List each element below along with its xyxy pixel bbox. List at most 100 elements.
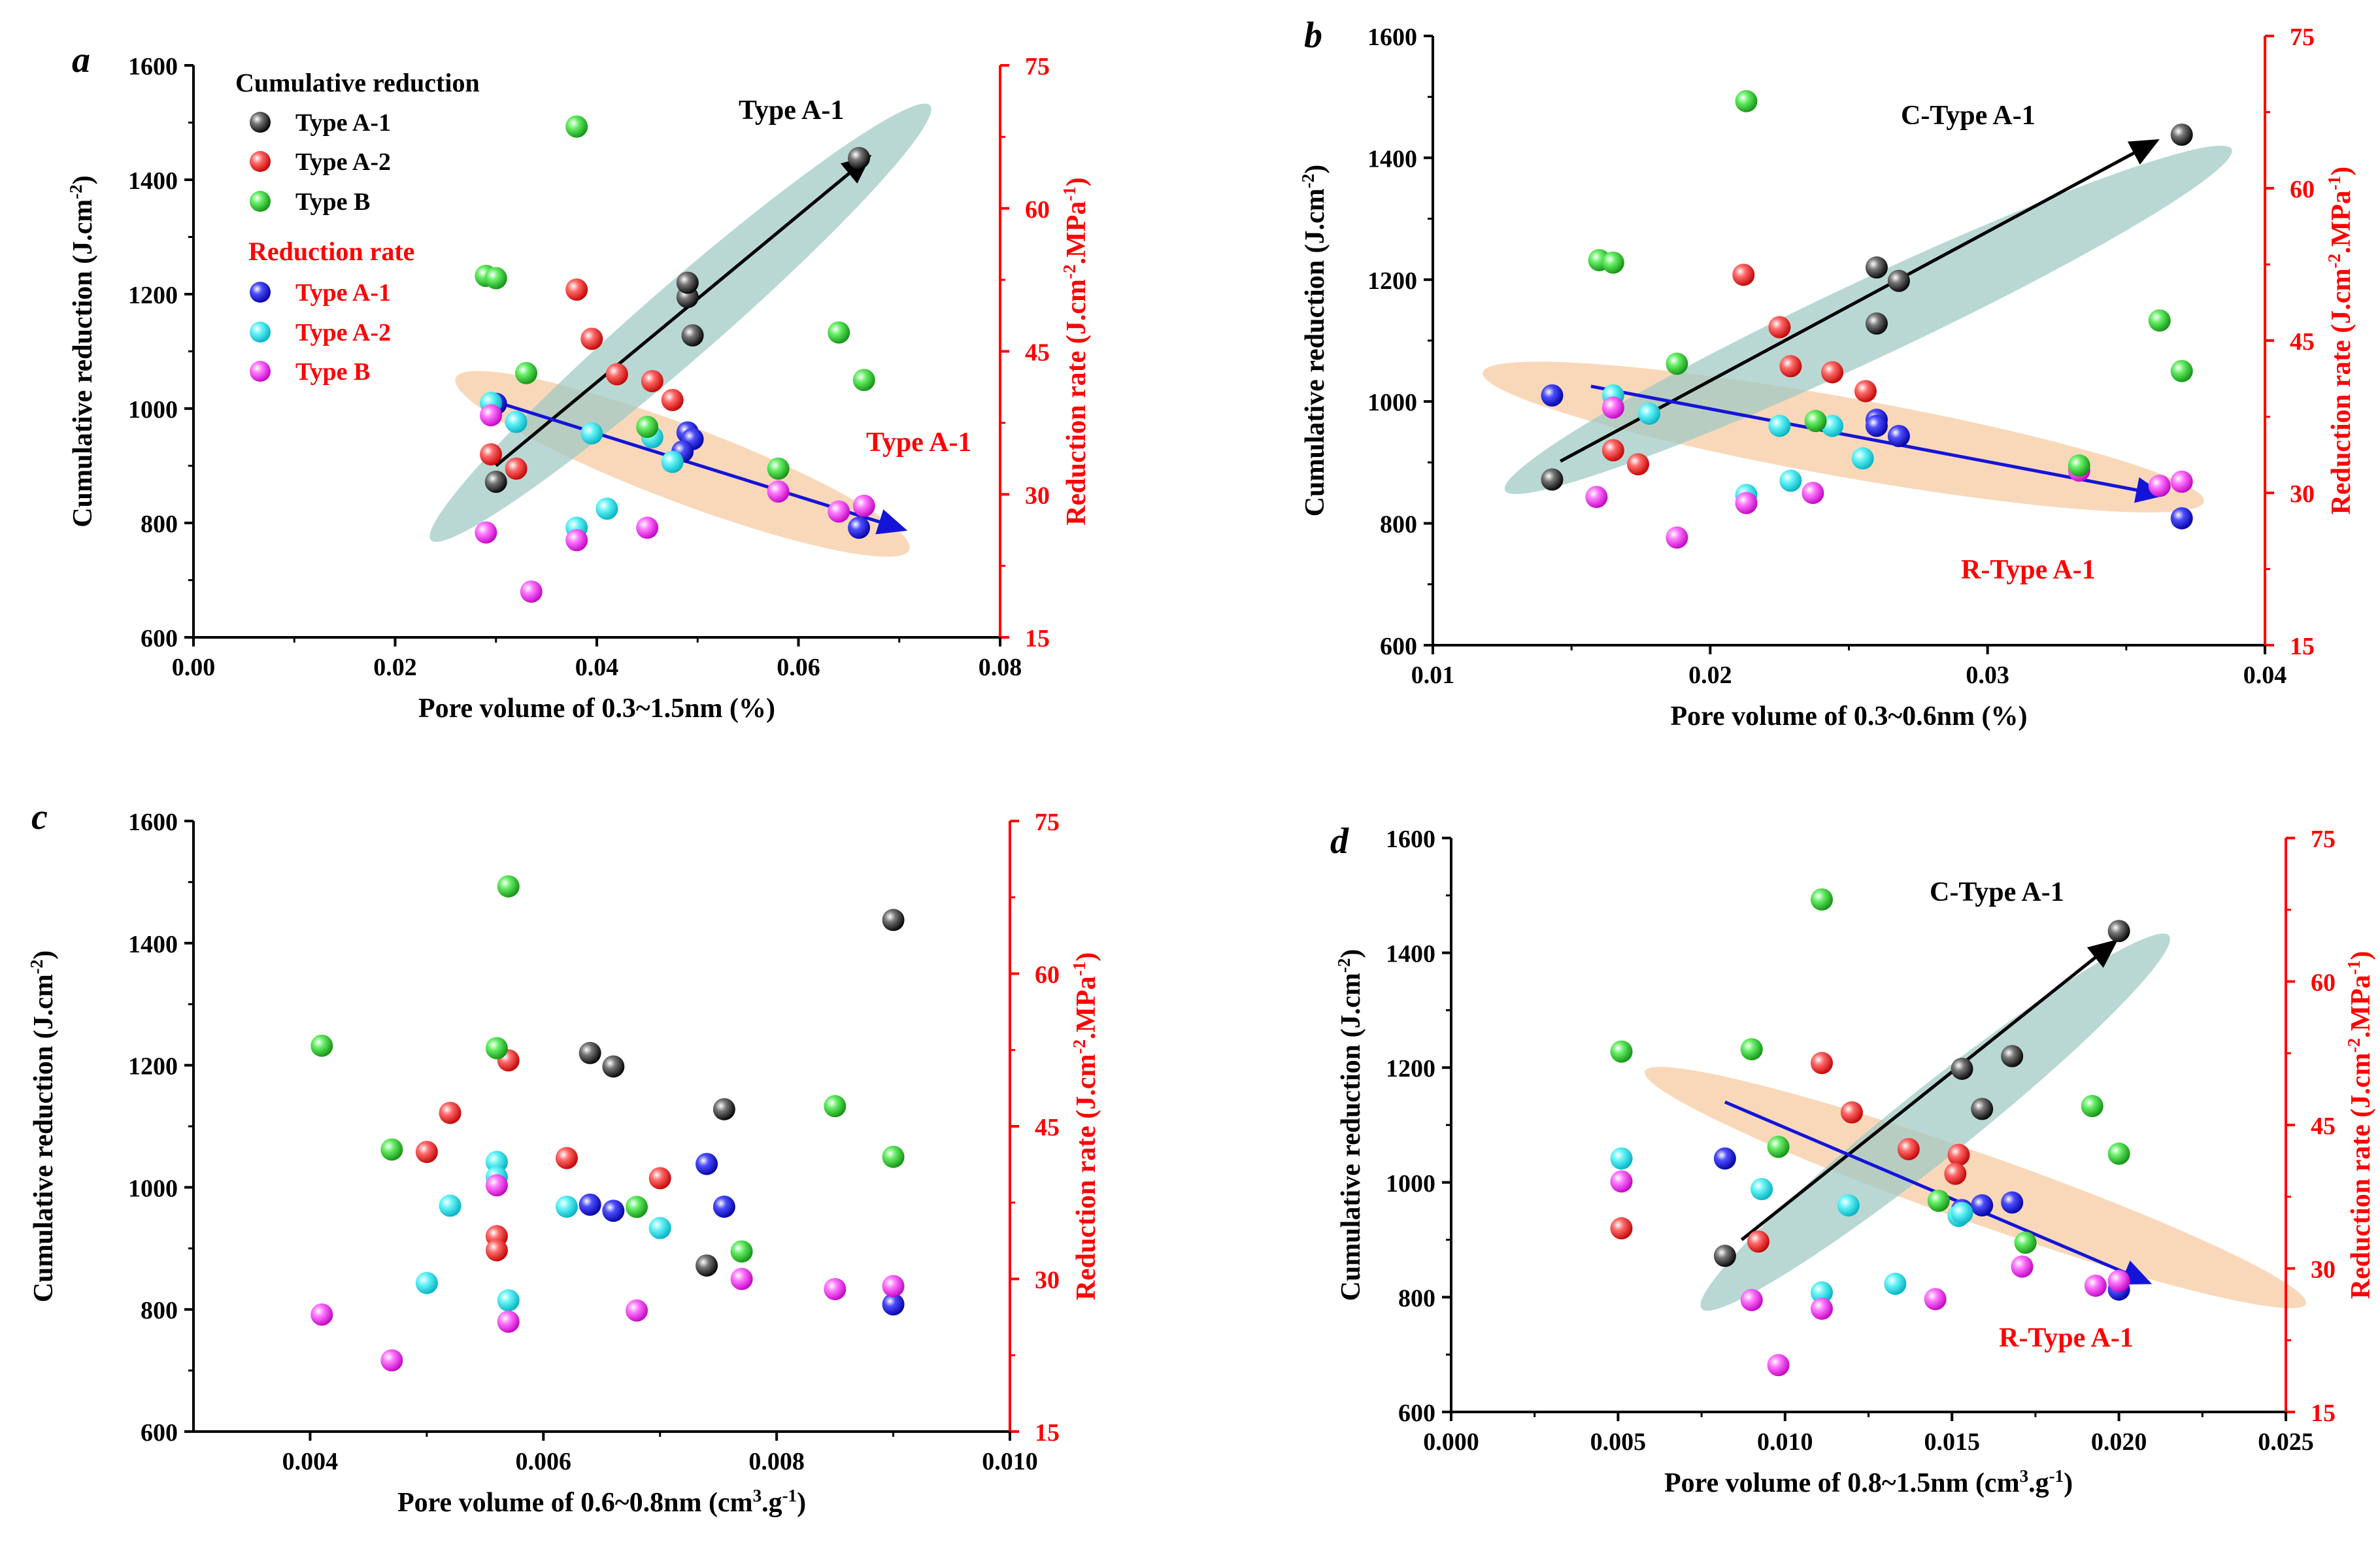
panel-d: 600 800 1000 1200 1400 1600 15 30 45 60 75 0.000 0.0… <box>1330 821 2376 1498</box>
cumulative-point-type-b <box>310 1034 333 1057</box>
rate-point-type-a-2 <box>595 497 618 520</box>
y-tick-label: 1400 <box>128 931 178 958</box>
rate-point-type-a-1 <box>602 1200 625 1222</box>
cumulative-point-type-b <box>485 1037 508 1060</box>
rate-point-type-a-1 <box>1865 414 1888 437</box>
cumulative-point-type-a-2 <box>1854 380 1877 403</box>
y2-tick-label: 30 <box>1025 482 1050 509</box>
cumulative-point-type-a-1 <box>1713 1245 1736 1267</box>
y2-tick-label: 75 <box>1035 809 1060 836</box>
x-axis-label: Pore volume of 0.3~1.5nm (%) <box>418 694 775 724</box>
y-tick-label: 1400 <box>1386 941 1435 968</box>
y2-tick-label: 45 <box>2311 1113 2336 1140</box>
rate-point-type-a-2 <box>485 1150 508 1173</box>
legend-label-rateA1: Type A-1 <box>295 279 391 307</box>
x-tick-label: 0.01 <box>1411 662 1455 689</box>
rate-point-type-a-2 <box>439 1194 461 1217</box>
y2-tick-label: 60 <box>1035 962 1060 989</box>
y-axis-label: Cumulative reduction (J.cm-2) <box>1298 165 1330 517</box>
y2-tick-label: 30 <box>2311 1256 2336 1284</box>
rate-point-type-b <box>1810 1297 1833 1320</box>
rate-point-type-a-2 <box>1851 447 1874 470</box>
rate-point-type-b <box>1802 482 1824 504</box>
cumulative-point-type-a-1 <box>2170 123 2193 146</box>
rate-point-type-b <box>1610 1170 1633 1193</box>
cumulative-point-type-a-1 <box>602 1055 625 1078</box>
rate-point-type-a-1 <box>882 1293 905 1316</box>
rate-point-type-a-1 <box>2001 1191 2024 1214</box>
legend-label-typeA2: Type A-2 <box>295 148 391 176</box>
cumulative-point-type-b <box>515 361 538 384</box>
y2-tick-label: 30 <box>1035 1267 1060 1294</box>
y2-tick-label: 75 <box>2311 826 2336 853</box>
rate-point-type-b <box>767 480 790 503</box>
panel-b: 600 800 1000 1200 1400 1600 15 30 45 60 75 0.01 0.02… <box>1298 15 2356 731</box>
rate-point-type-b <box>565 529 588 552</box>
cumulative-point-type-b <box>626 1196 648 1218</box>
legend-label-typeB: Type B <box>295 188 370 216</box>
legend-marker-rateB <box>250 361 271 382</box>
y-tick-label: 1200 <box>128 282 178 309</box>
rate-point-type-a-2 <box>1837 1194 1860 1217</box>
rate-point-type-a-2 <box>661 450 684 473</box>
rate-point-type-a-2 <box>555 1195 578 1218</box>
annotation-label: Type A-1 <box>739 95 844 126</box>
rate-point-type-a-1 <box>712 1195 735 1218</box>
annotation-label: R-Type A-1 <box>1961 555 2096 585</box>
legend-title-rate: Reduction rate <box>248 237 414 266</box>
cumulative-point-type-a-1 <box>1971 1098 1994 1120</box>
y-tick-label: 1600 <box>1386 826 1435 853</box>
x-tick-label: 0.04 <box>575 654 619 681</box>
cumulative-point-type-b <box>2170 360 2193 382</box>
y-tick-label: 600 <box>1398 1400 1435 1427</box>
y2-tick-label: 15 <box>1035 1419 1060 1447</box>
cumulative-point-type-a-2 <box>580 327 603 350</box>
cumulative-point-type-a-2 <box>1779 355 1802 378</box>
rate-point-type-a-2 <box>1768 414 1791 437</box>
y2-axis-label: Reduction rate (J.cm-2.MPa-1) <box>1060 177 1092 526</box>
rate-point-type-b <box>1735 492 1758 514</box>
panel-letter: c <box>31 797 48 837</box>
y-axis-label: Cumulative reduction (J.cm-2) <box>1334 949 1366 1301</box>
rate-point-type-a-2 <box>505 411 528 433</box>
rate-point-type-b <box>828 500 850 523</box>
rate-point-type-a-2 <box>1951 1201 1973 1224</box>
cumulative-point-type-a-2 <box>555 1147 578 1169</box>
cumulative-point-type-a-2 <box>1610 1217 1633 1240</box>
y-tick-label: 1400 <box>1367 145 1417 173</box>
cumulative-point-type-b <box>730 1240 753 1263</box>
y2-axis-label: Reduction rate (J.cm-2.MPa-1) <box>2324 167 2356 515</box>
cumulative-point-type-b <box>1927 1189 1950 1212</box>
cumulative-point-type-a-2 <box>1944 1162 1967 1185</box>
x-tick-label: 0.005 <box>1590 1428 1647 1456</box>
y2-tick-label: 75 <box>1025 53 1050 80</box>
y-tick-label: 800 <box>1380 511 1417 539</box>
trend-arrow-cumulative <box>1560 139 2160 463</box>
cumulative-point-type-b <box>497 875 520 898</box>
cumulative-point-type-a-1 <box>696 1254 718 1277</box>
rate-point-type-a-1 <box>2170 507 2193 529</box>
ellipse-cumulative <box>429 103 931 543</box>
y2-tick-label: 15 <box>1025 625 1050 652</box>
rate-point-type-b <box>882 1275 905 1298</box>
rate-point-type-b <box>520 580 543 603</box>
rate-point-type-b <box>2011 1255 2034 1278</box>
rate-point-type-b <box>730 1267 753 1290</box>
y-tick-label: 1200 <box>128 1053 178 1081</box>
cumulative-point-type-b <box>824 1095 846 1118</box>
rate-point-type-b <box>480 404 503 427</box>
cumulative-point-type-a-2 <box>648 1167 671 1190</box>
cumulative-point-type-b <box>882 1145 905 1168</box>
rate-point-type-a-1 <box>1541 384 1564 407</box>
cumulative-point-type-b <box>484 267 507 290</box>
cumulative-point-type-a-1 <box>681 324 704 346</box>
cumulative-point-type-a-1 <box>1951 1057 1973 1080</box>
cumulative-point-type-a-1 <box>578 1041 601 1064</box>
y2-axis-label: Reduction rate (J.cm-2.MPa-1) <box>1069 952 1101 1301</box>
y-tick-label: 600 <box>141 1419 178 1447</box>
cumulative-point-type-a-2 <box>480 443 503 465</box>
cumulative-point-type-a-2 <box>661 388 684 411</box>
x-tick-label: 0.010 <box>982 1448 1038 1475</box>
rate-point-type-b <box>1740 1288 1763 1311</box>
cumulative-point-type-b <box>1601 251 1624 274</box>
